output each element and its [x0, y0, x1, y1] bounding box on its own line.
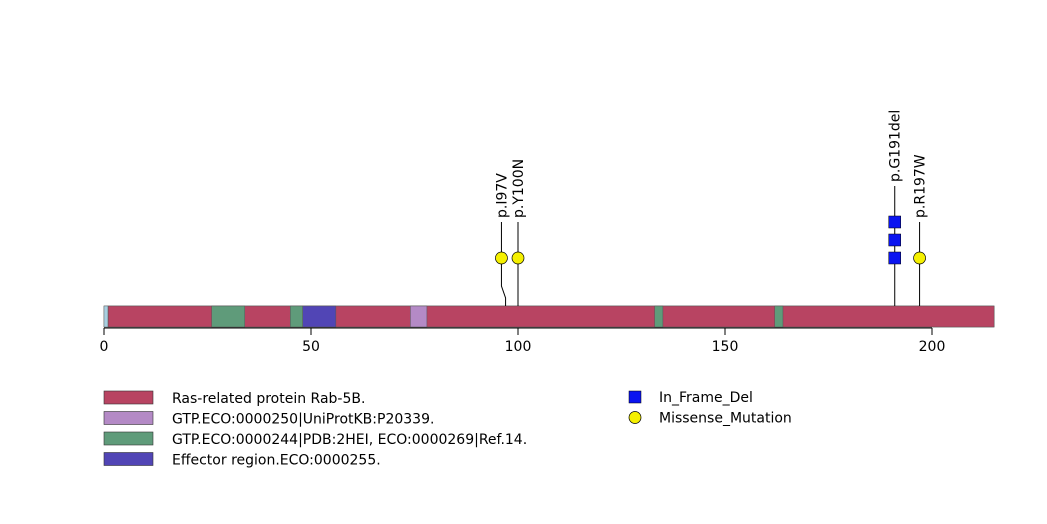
x-tick-label: 100 [505, 339, 532, 355]
legend-domain-label: GTP.ECO:0000244|PDB:2HEI, ECO:0000269|Re… [172, 432, 527, 448]
legend-in-frame-del-icon [628, 390, 642, 404]
legend-mutation-label: In_Frame_Del [659, 390, 753, 406]
legend-missense-icon [628, 411, 642, 424]
missense-marker [511, 251, 525, 265]
legend-domain-swatch [103, 411, 154, 425]
domain-block [410, 305, 428, 328]
x-tick-label: 0 [100, 339, 109, 355]
domain-block [654, 305, 664, 328]
mutation-label: p.G191del [888, 110, 904, 182]
legend-domain-label: Effector region.ECO:0000255. [172, 453, 381, 469]
legend-domain-swatch [103, 431, 154, 446]
legend-domain-label: GTP.ECO:0000250|UniProtKB:P20339. [172, 412, 434, 428]
domain-block [290, 305, 303, 328]
x-tick-label: 200 [919, 339, 946, 355]
legend-mutation-label: Missense_Mutation [659, 411, 792, 427]
missense-marker [913, 251, 926, 265]
x-tick-label: 50 [302, 339, 320, 355]
mutation-label: p.Y100N [511, 159, 527, 218]
domain-block [774, 305, 784, 328]
protein-nterm-segment [103, 305, 109, 328]
mutation-label: p.I97V [494, 173, 510, 218]
mutation-label: p.R197W [913, 154, 929, 218]
missense-marker [495, 251, 508, 265]
in-frame-del-marker [888, 251, 901, 265]
domain-block [302, 305, 337, 328]
in-frame-del-marker [888, 215, 901, 229]
x-tick-label: 150 [712, 339, 739, 355]
legend-domain-label: Ras-related protein Rab-5B. [172, 391, 365, 407]
legend-domain-swatch [103, 452, 154, 466]
in-frame-del-marker [888, 233, 901, 247]
domain-block [211, 305, 246, 328]
legend-domain-swatch [103, 390, 154, 405]
